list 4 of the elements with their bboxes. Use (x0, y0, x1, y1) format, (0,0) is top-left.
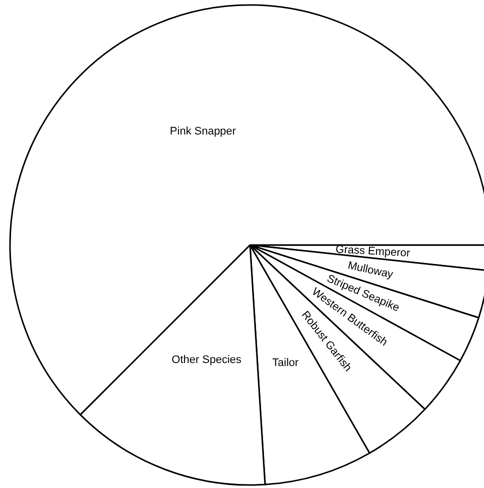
slice-label: Tailor (272, 356, 299, 369)
slice-label: Other Species (172, 354, 242, 366)
slice-label: Grass Emperor (335, 244, 411, 260)
slice-label: Pink Snapper (170, 125, 236, 138)
